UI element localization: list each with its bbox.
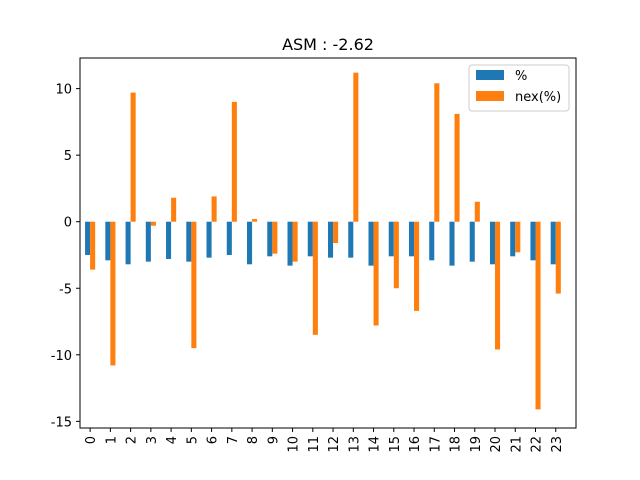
bar-nex-6 — [211, 196, 217, 222]
y-tick-label: 5 — [64, 149, 72, 164]
y-tick-label: 0 — [64, 216, 72, 231]
bar-nex-13 — [353, 72, 359, 222]
x-axis: 0 1 2 3 4 5 6 7 8 9 10 11 12 13 14 15 16 17 18 19 20 21 22 23 — [84, 428, 565, 453]
bars — [85, 72, 561, 410]
bar-percent-4 — [166, 221, 172, 259]
bar-percent-15 — [388, 221, 394, 257]
bar-nex-8 — [252, 219, 258, 222]
x-tick-label: 8 — [246, 436, 261, 444]
bar-nex-7 — [231, 101, 237, 222]
bar-percent-6 — [206, 221, 212, 258]
bar-percent-13 — [348, 221, 354, 258]
bar-percent-9 — [267, 221, 273, 257]
x-tick-label: 17 — [428, 436, 443, 453]
x-tick-label: 14 — [368, 436, 383, 453]
bar-percent-22 — [530, 221, 536, 261]
bar-nex-21 — [515, 221, 521, 253]
bar-percent-14 — [368, 221, 374, 266]
x-tick-label: 4 — [165, 436, 180, 444]
bar-nex-22 — [535, 221, 541, 410]
legend-swatch-percent — [476, 70, 504, 80]
x-tick-label: 13 — [347, 436, 362, 453]
x-tick-label: 7 — [226, 436, 241, 444]
bar-nex-20 — [495, 221, 501, 350]
x-tick-label: 22 — [530, 436, 545, 453]
x-tick-label: 0 — [84, 436, 99, 444]
x-tick-label: 21 — [509, 436, 524, 453]
bar-nex-2 — [130, 92, 136, 222]
y-tick-label: 10 — [55, 83, 72, 98]
bar-nex-11 — [312, 221, 318, 335]
legend-label-nex: nex(%) — [515, 90, 561, 105]
bar-percent-3 — [145, 221, 151, 262]
bar-nex-0 — [90, 221, 96, 270]
x-tick-label: 19 — [469, 436, 484, 453]
bar-percent-11 — [307, 221, 313, 257]
bar-nex-17 — [434, 83, 440, 222]
bar-percent-8 — [247, 221, 253, 265]
x-tick-label: 1 — [104, 436, 119, 444]
x-tick-label: 10 — [287, 436, 302, 453]
bar-percent-10 — [287, 221, 293, 266]
x-tick-label: 3 — [145, 436, 160, 444]
x-tick-label: 12 — [327, 436, 342, 453]
x-tick-label: 11 — [307, 436, 322, 453]
bar-nex-19 — [474, 201, 480, 222]
bar-percent-19 — [469, 221, 475, 262]
bar-percent-5 — [186, 221, 192, 262]
y-tick-label: -10 — [51, 349, 72, 364]
y-tick-label: -5 — [59, 282, 72, 297]
bar-percent-16 — [408, 221, 415, 257]
bar-percent-17 — [429, 221, 435, 261]
x-tick-label: 18 — [449, 436, 464, 453]
y-axis: -15 -10 -5 0 5 10 — [51, 83, 80, 430]
legend-label-percent: % — [515, 69, 527, 84]
bar-nex-4 — [171, 197, 177, 222]
x-tick-label: 15 — [388, 436, 403, 453]
bar-percent-1 — [105, 221, 111, 261]
bar-nex-3 — [150, 221, 156, 226]
bar-nex-10 — [292, 221, 298, 262]
bar-nex-16 — [414, 221, 420, 311]
bar-nex-9 — [272, 221, 278, 254]
x-tick-label: 9 — [266, 436, 281, 444]
bar-percent-20 — [489, 221, 496, 265]
y-tick-label: -15 — [51, 415, 72, 430]
bar-nex-18 — [454, 113, 460, 222]
chart-title: ASM : -2.62 — [282, 35, 374, 54]
bar-nex-14 — [373, 221, 379, 326]
x-tick-label: 16 — [408, 436, 423, 453]
x-tick-label: 6 — [206, 436, 221, 444]
x-tick-label: 23 — [550, 436, 565, 453]
bar-percent-7 — [226, 221, 232, 255]
bar-percent-0 — [85, 221, 91, 255]
x-tick-label: 5 — [185, 436, 200, 444]
bar-percent-18 — [449, 221, 455, 266]
plot-frame — [79, 57, 577, 429]
bar-nex-12 — [333, 221, 339, 243]
x-tick-label: 2 — [125, 436, 140, 444]
bar-nex-23 — [555, 221, 561, 294]
legend-swatch-nex — [476, 91, 504, 101]
bar-percent-12 — [328, 221, 334, 258]
bar-nex-5 — [191, 221, 197, 349]
x-tick-label: 20 — [489, 436, 504, 453]
legend: % nex(%) — [468, 64, 570, 112]
bar-percent-23 — [550, 221, 556, 265]
bar-percent-21 — [510, 221, 516, 257]
bar-percent-2 — [125, 221, 131, 265]
bar-nex-15 — [393, 221, 399, 289]
bar-nex-1 — [110, 221, 116, 366]
